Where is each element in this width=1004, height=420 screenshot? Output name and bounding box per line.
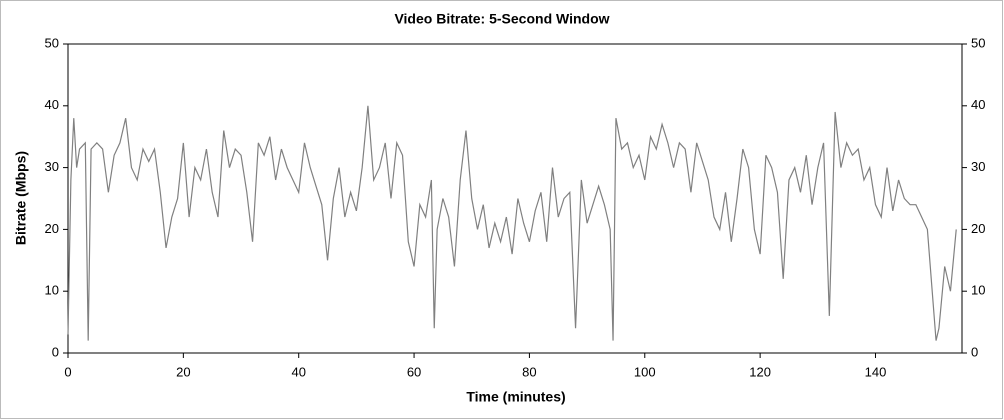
x-tick-label: 80 [522,364,536,379]
y-tick-label: 10 [45,283,59,298]
x-tick-label: 100 [634,364,656,379]
y2-tick-label: 40 [971,97,985,112]
plot-area [67,43,963,354]
bitrate-line [67,105,957,341]
y-tick-label: 30 [45,159,59,174]
x-tick-label: 40 [291,364,305,379]
x-tick-label: 140 [865,364,887,379]
y2-tick-label: 30 [971,159,985,174]
x-tick-label: 0 [64,364,71,379]
y-tick-label: 50 [45,35,59,50]
x-tick-label: 20 [176,364,190,379]
y2-tick-label: 20 [971,221,985,236]
chart-title: Video Bitrate: 5-Second Window [394,11,609,27]
x-tick-label: 60 [407,364,421,379]
y-tick-label: 20 [45,221,59,236]
y-tick-label: 0 [52,344,59,359]
y2-tick-label: 0 [971,344,978,359]
y-axis-label: Bitrate (Mbps) [13,151,29,245]
x-axis-label: Time (minutes) [466,389,565,405]
y2-tick-label: 10 [971,283,985,298]
x-tick-label: 120 [749,364,771,379]
y-tick-label: 40 [45,97,59,112]
y2-tick-label: 50 [971,35,985,50]
